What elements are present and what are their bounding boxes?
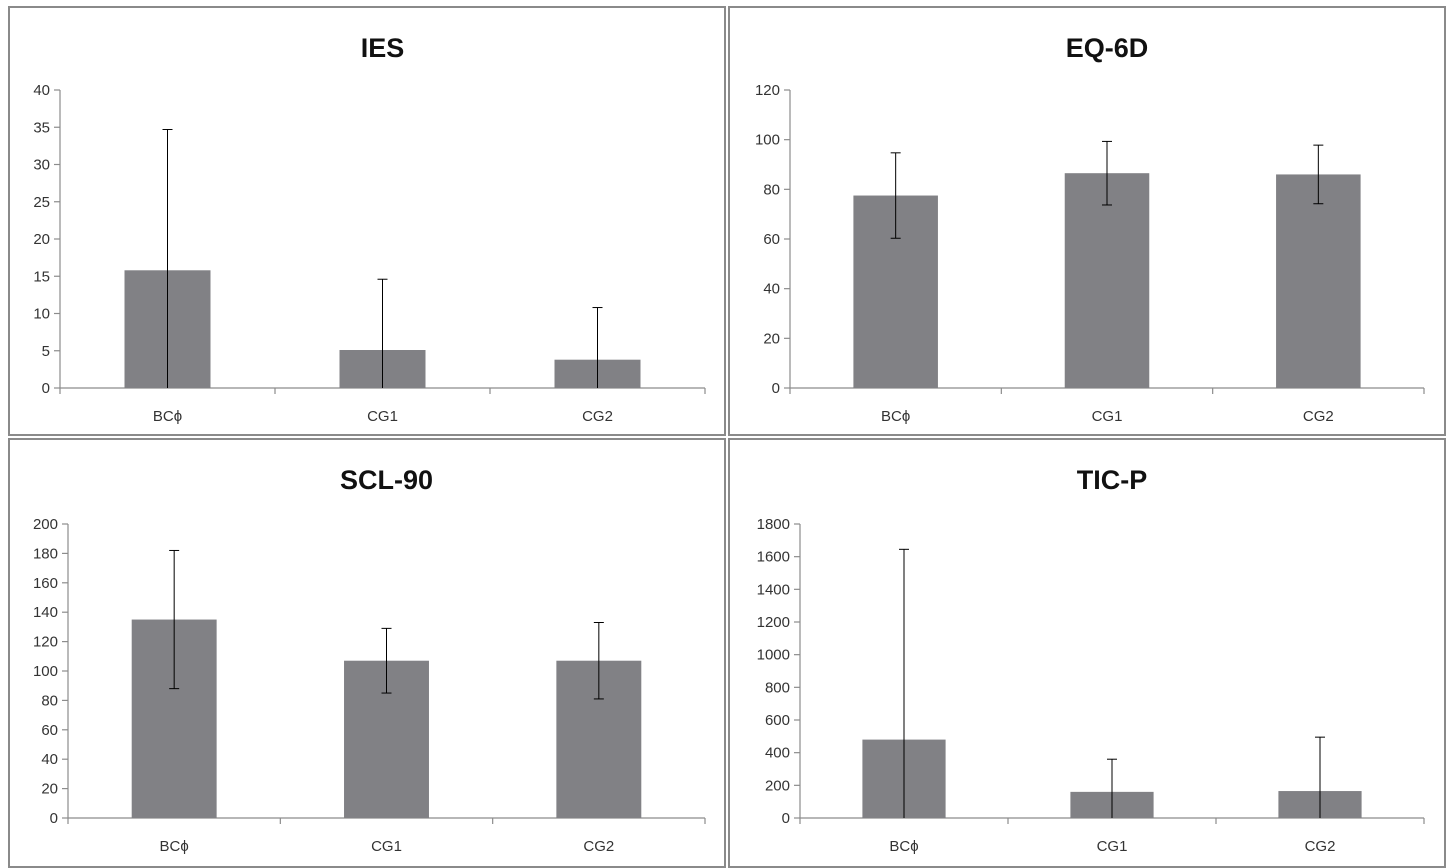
x-category-label: CG2 — [1303, 408, 1334, 425]
y-tick-label: 200 — [765, 777, 790, 794]
y-tick-label: 20 — [33, 231, 50, 248]
chart-title: TIC-P — [1077, 465, 1148, 495]
y-tick-label: 20 — [763, 330, 780, 347]
y-tick-label: 1800 — [757, 516, 790, 533]
y-tick-label: 100 — [33, 663, 58, 680]
chart-svg-ticp: TIC-P 0 200 400 600 800 1000 1200 1400 1600 1800 BC… — [757, 465, 1425, 855]
y-tick-label: 80 — [763, 181, 780, 198]
y-tick-label: 1400 — [757, 581, 790, 598]
chart-title: SCL-90 — [340, 465, 433, 495]
y-tick-label: 200 — [33, 516, 58, 533]
y-tick-label: 1000 — [757, 647, 790, 664]
y-tick-label: 400 — [765, 745, 790, 762]
y-tick-label: 1200 — [757, 614, 790, 631]
x-category-label: BCϕ — [153, 408, 182, 425]
chart-title: EQ-6D — [1066, 33, 1149, 63]
y-tick-label: 35 — [33, 119, 50, 136]
bar — [1064, 173, 1150, 388]
y-tick-label: 0 — [42, 380, 50, 397]
y-tick-label: 80 — [41, 692, 58, 709]
y-tick-label: 120 — [33, 634, 58, 651]
x-category-label: CG1 — [1092, 408, 1123, 425]
x-category-label: BCϕ — [160, 838, 189, 855]
y-tick-label: 40 — [41, 751, 58, 768]
x-category-label: BCϕ — [881, 408, 910, 425]
y-tick-label: 180 — [33, 545, 58, 562]
x-category-label: CG2 — [583, 838, 614, 855]
y-tick-label: 120 — [755, 82, 780, 99]
y-tick-label: 100 — [755, 132, 780, 149]
y-tick-label: 60 — [41, 722, 58, 739]
y-tick-label: 800 — [765, 679, 790, 696]
y-tick-label: 40 — [763, 281, 780, 298]
x-category-label: CG1 — [1097, 838, 1128, 855]
chart-title: IES — [361, 33, 405, 63]
x-category-label: BCϕ — [889, 838, 918, 855]
y-tick-label: 60 — [763, 231, 780, 248]
y-tick-label: 0 — [772, 380, 780, 397]
y-tick-label: 10 — [33, 306, 50, 323]
x-category-label: CG1 — [371, 838, 402, 855]
chart-panel-eq6d: EQ-6D 0 20 40 60 80 100 120 BCϕ CG1 CG2 — [728, 6, 1446, 436]
y-tick-label: 40 — [33, 82, 50, 99]
y-tick-label: 140 — [33, 604, 58, 621]
y-tick-label: 160 — [33, 575, 58, 592]
chart-panel-scl90: SCL-90 0 20 40 60 80 100 120 140 160 180 200 BCϕ CG1 C… — [8, 438, 726, 868]
y-tick-label: 30 — [33, 157, 50, 174]
chart-svg-eq6d: EQ-6D 0 20 40 60 80 100 120 BCϕ CG1 CG2 — [755, 33, 1425, 425]
y-tick-label: 1600 — [757, 549, 790, 566]
y-tick-label: 5 — [42, 343, 50, 360]
bar — [1276, 174, 1361, 388]
x-category-label: CG2 — [1305, 838, 1336, 855]
chart-svg-ies: IES 0 5 10 15 20 25 30 35 40 BCϕ CG1 CG2 — [33, 33, 706, 425]
chart-panel-ies: IES 0 5 10 15 20 25 30 35 40 BCϕ CG1 CG2 — [8, 6, 726, 436]
chart-panel-ticp: TIC-P 0 200 400 600 800 1000 1200 1400 1600 1800 BC… — [728, 438, 1446, 868]
x-category-label: CG1 — [367, 408, 398, 425]
y-tick-label: 0 — [782, 810, 790, 827]
y-tick-label: 20 — [41, 781, 58, 798]
y-tick-label: 15 — [33, 268, 50, 285]
chart-svg-scl90: SCL-90 0 20 40 60 80 100 120 140 160 180 200 BCϕ CG1 C… — [33, 465, 706, 855]
y-tick-label: 25 — [33, 194, 50, 211]
x-category-label: CG2 — [582, 408, 613, 425]
y-tick-label: 600 — [765, 712, 790, 729]
y-tick-label: 0 — [50, 810, 58, 827]
